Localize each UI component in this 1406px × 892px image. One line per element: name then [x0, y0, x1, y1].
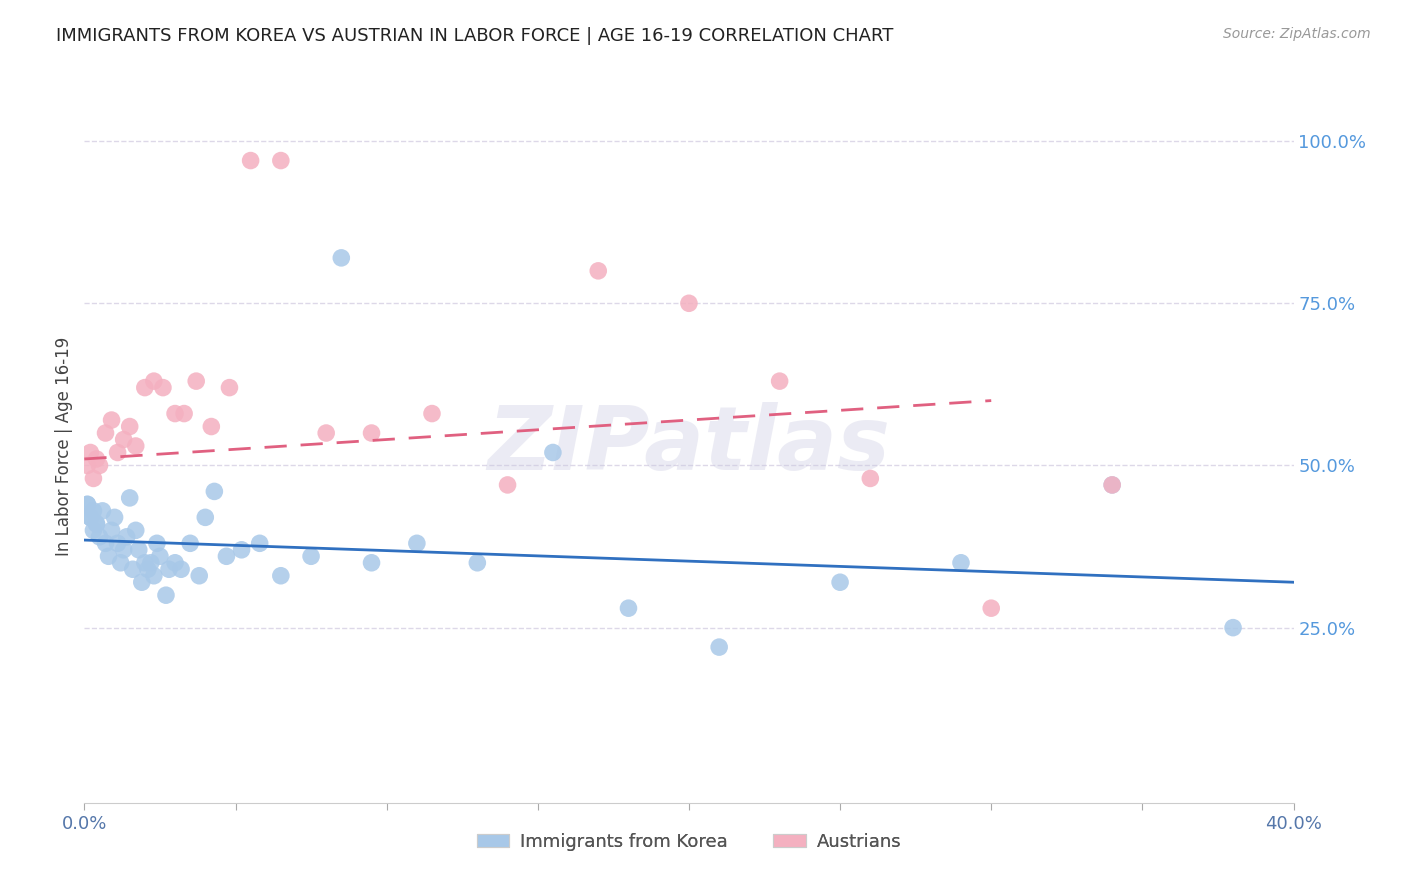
- Point: [112, 433, 135, 447]
- Point: [231, 542, 253, 557]
- Point: [142, 568, 165, 582]
- Point: [86, 452, 108, 467]
- Text: IMMIGRANTS FROM KOREA VS AUSTRIAN IN LABOR FORCE | AGE 16-19 CORRELATION CHART: IMMIGRANTS FROM KOREA VS AUSTRIAN IN LAB…: [56, 27, 894, 45]
- Point: [270, 568, 292, 582]
- Point: [315, 425, 337, 440]
- Point: [79, 445, 101, 459]
- Point: [617, 601, 640, 615]
- Point: [202, 484, 225, 499]
- Point: [139, 556, 162, 570]
- Point: [155, 588, 177, 602]
- Point: [1101, 478, 1123, 492]
- Point: [173, 407, 195, 421]
- Point: [79, 510, 101, 524]
- Point: [131, 575, 153, 590]
- Y-axis label: In Labor Force | Age 16-19: In Labor Force | Age 16-19: [55, 336, 73, 556]
- Point: [360, 425, 382, 440]
- Point: [1101, 478, 1123, 492]
- Point: [86, 516, 108, 531]
- Point: [121, 562, 143, 576]
- Point: [76, 458, 98, 473]
- Point: [165, 556, 187, 570]
- Point: [97, 549, 120, 564]
- Point: [125, 439, 148, 453]
- Point: [467, 556, 489, 570]
- Point: [107, 445, 129, 459]
- Text: ZIPatlas: ZIPatlas: [488, 402, 890, 490]
- Point: [100, 413, 122, 427]
- Point: [134, 381, 156, 395]
- Point: [330, 251, 353, 265]
- Point: [118, 419, 141, 434]
- Point: [76, 497, 98, 511]
- Point: [406, 536, 429, 550]
- Point: [360, 556, 382, 570]
- Point: [104, 510, 127, 524]
- Legend: Immigrants from Korea, Austrians: Immigrants from Korea, Austrians: [470, 826, 908, 858]
- Point: [270, 153, 292, 168]
- Point: [89, 458, 111, 473]
- Point: [89, 530, 111, 544]
- Point: [496, 478, 519, 492]
- Point: [588, 264, 610, 278]
- Point: [94, 425, 117, 440]
- Point: [1222, 621, 1244, 635]
- Point: [859, 471, 882, 485]
- Point: [541, 445, 564, 459]
- Point: [82, 524, 104, 538]
- Point: [134, 556, 156, 570]
- Point: [215, 549, 238, 564]
- Point: [100, 524, 122, 538]
- Point: [186, 374, 208, 388]
- Point: [980, 601, 1002, 615]
- Point: [94, 536, 117, 550]
- Point: [830, 575, 852, 590]
- Point: [149, 549, 172, 564]
- Point: [165, 407, 187, 421]
- Point: [86, 516, 108, 531]
- Point: [82, 504, 104, 518]
- Point: [79, 510, 101, 524]
- Point: [125, 524, 148, 538]
- Point: [82, 471, 104, 485]
- Point: [112, 542, 135, 557]
- Point: [249, 536, 271, 550]
- Point: [115, 530, 138, 544]
- Point: [110, 556, 132, 570]
- Point: [709, 640, 731, 654]
- Point: [299, 549, 322, 564]
- Point: [200, 419, 222, 434]
- Point: [91, 504, 114, 518]
- Point: [142, 374, 165, 388]
- Point: [194, 510, 217, 524]
- Point: [218, 381, 240, 395]
- Point: [179, 536, 201, 550]
- Point: [950, 556, 973, 570]
- Point: [678, 296, 700, 310]
- Point: [76, 497, 98, 511]
- Point: [769, 374, 792, 388]
- Point: [188, 568, 211, 582]
- Point: [157, 562, 180, 576]
- Point: [170, 562, 193, 576]
- Point: [146, 536, 169, 550]
- Point: [136, 562, 159, 576]
- Point: [107, 536, 129, 550]
- Text: Source: ZipAtlas.com: Source: ZipAtlas.com: [1223, 27, 1371, 41]
- Point: [420, 407, 443, 421]
- Point: [128, 542, 150, 557]
- Point: [152, 381, 174, 395]
- Point: [239, 153, 262, 168]
- Point: [118, 491, 141, 505]
